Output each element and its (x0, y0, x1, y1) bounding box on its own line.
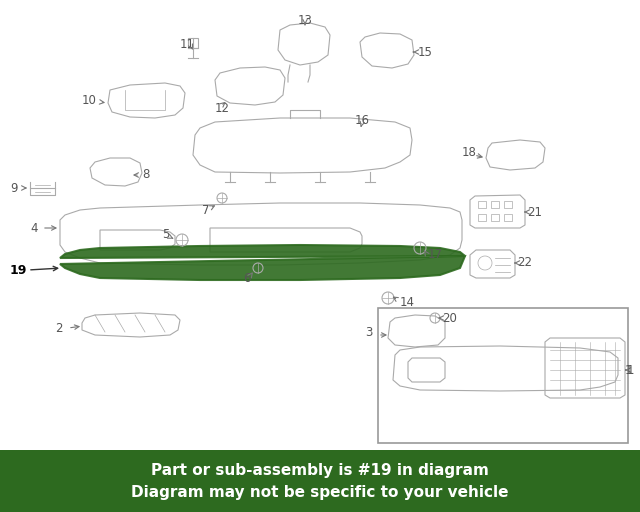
Bar (491, 201, 499, 208)
Bar (504, 201, 512, 208)
Text: 6: 6 (243, 271, 250, 285)
Bar (491, 214, 499, 221)
Text: 10: 10 (82, 94, 97, 106)
Text: 3: 3 (365, 327, 372, 339)
Text: 2: 2 (55, 322, 63, 334)
Text: 5: 5 (162, 228, 170, 242)
Text: 17: 17 (428, 248, 443, 262)
Bar (0, 450, 640, 512)
Text: 12: 12 (215, 101, 230, 115)
Text: 4: 4 (30, 222, 38, 234)
Text: Diagram may not be specific to your vehicle: Diagram may not be specific to your vehi… (131, 484, 509, 500)
Bar (504, 214, 512, 221)
Bar (478, 201, 486, 208)
Text: 1: 1 (625, 364, 632, 376)
Text: 19: 19 (10, 264, 28, 276)
Text: 11: 11 (180, 38, 195, 52)
Text: 8: 8 (142, 168, 149, 181)
Text: 1: 1 (627, 364, 634, 376)
Text: 15: 15 (418, 46, 433, 58)
Polygon shape (60, 245, 465, 280)
Bar (478, 214, 486, 221)
Text: 20: 20 (442, 311, 457, 325)
Text: 7: 7 (202, 203, 209, 217)
Text: 18: 18 (462, 145, 477, 159)
Text: 14: 14 (400, 295, 415, 309)
Text: 9: 9 (10, 181, 17, 195)
Text: 22: 22 (517, 257, 532, 269)
Bar (378, 308, 628, 443)
Text: 13: 13 (298, 13, 313, 27)
Text: 16: 16 (355, 114, 370, 126)
Text: Part or sub-assembly is #19 in diagram: Part or sub-assembly is #19 in diagram (151, 462, 489, 478)
Bar (188, 38, 198, 48)
Text: 21: 21 (527, 205, 542, 219)
